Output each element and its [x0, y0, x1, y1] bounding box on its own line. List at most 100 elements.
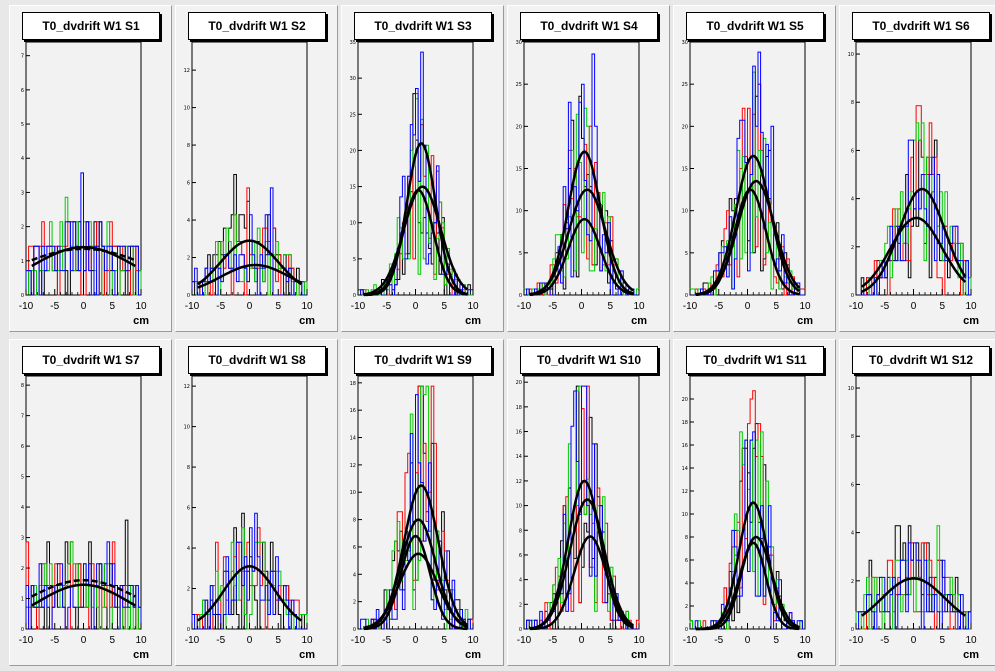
histogram-pad-4: 0 5 10 15 20 25 30 -10 -5 0 5 10 T0_dvdrift W1 S4 cm	[507, 5, 670, 332]
x-tick-label: 10	[965, 301, 977, 312]
histogram-plot: 0 5 10 15 20 25 30 -10 -5 0 5 10	[682, 40, 811, 312]
x-tick-label: -5	[548, 301, 557, 312]
y-tick-label: 18	[516, 405, 522, 411]
x-axis-label: cm	[299, 315, 315, 327]
y-tick-label: 8	[685, 535, 688, 541]
y-tick-label: 2	[187, 587, 190, 593]
gaussian-fit-curve	[31, 245, 136, 268]
gaussian-fit-curve	[861, 577, 966, 617]
histogram-plot: 0 5 10 15 20 25 30 -10 -5 0 5 10	[516, 40, 645, 312]
histogram-title: T0_dvdrift W1 S2	[188, 12, 326, 40]
x-tick-label: -10	[351, 301, 366, 312]
x-tick-label: 0	[911, 301, 917, 312]
x-tick-label: -10	[849, 301, 864, 312]
y-tick-label: 25	[516, 82, 522, 88]
y-tick-label: 4	[21, 156, 24, 162]
x-tick-label: -5	[216, 635, 225, 646]
histogram-pad-5: 0 5 10 15 20 25 30 -10 -5 0 5 10 T0_dvdrift W1 S5 cm	[673, 5, 836, 332]
y-tick-label: 0	[21, 293, 24, 299]
y-tick-label: 12	[682, 489, 688, 495]
gaussian-fit-curve	[695, 188, 800, 297]
y-tick-label: 16	[350, 408, 356, 414]
y-tick-label: 10	[848, 52, 854, 58]
gaussian-fit-curve	[31, 247, 136, 262]
y-tick-label: 30	[682, 40, 688, 46]
y-tick-label: 2	[21, 566, 24, 572]
x-tick-label: -10	[683, 301, 698, 312]
y-tick-label: 6	[187, 181, 190, 187]
y-tick-label: 8	[851, 434, 854, 440]
y-tick-label: 1	[21, 259, 24, 265]
gaussian-fit-curve	[363, 534, 468, 631]
x-tick-label: 0	[911, 635, 917, 646]
y-tick-label: 4	[21, 505, 24, 511]
x-axis-label: cm	[133, 649, 149, 661]
y-tick-label: 0	[353, 627, 356, 633]
histogram-series-4	[358, 394, 473, 630]
histogram-plot: 0 2 4 6 8 10 -10 -5 0 5 10	[848, 41, 977, 312]
y-tick-label: 14	[682, 466, 688, 472]
x-tick-label: 10	[135, 301, 147, 312]
gaussian-fit-curve	[31, 583, 136, 607]
x-tick-label: 10	[633, 301, 645, 312]
x-tick-label: -10	[19, 635, 34, 646]
x-tick-label: 5	[109, 635, 115, 646]
histogram-plot: 0 2 4 6 8 10 12 -10 -5 0 5 10	[184, 375, 313, 646]
x-tick-label: 10	[633, 635, 645, 646]
histogram-title: T0_dvdrift W1 S3	[354, 12, 492, 40]
y-tick-label: 10	[848, 386, 854, 392]
y-tick-label: 6	[519, 553, 522, 559]
gaussian-fit-curve	[529, 188, 634, 296]
x-tick-label: 5	[607, 301, 613, 312]
y-tick-label: 1	[21, 597, 24, 603]
y-tick-label: 2	[519, 602, 522, 608]
histogram-pad-9: 0 2 4 6 8 10 12 14 16 18 -10 -5 0 5 10 T0_dvdrift W1 S9…	[341, 339, 504, 666]
y-tick-label: 7	[21, 414, 24, 420]
histogram-title: T0_dvdrift W1 S10	[520, 346, 658, 374]
y-tick-label: 14	[516, 454, 522, 460]
x-tick-label: 0	[247, 635, 253, 646]
y-tick-label: 35	[350, 40, 356, 46]
x-tick-label: 5	[939, 301, 945, 312]
x-tick-label: 10	[135, 635, 147, 646]
y-tick-label: 0	[519, 627, 522, 633]
x-axis-label: cm	[133, 315, 149, 327]
y-tick-label: 6	[353, 545, 356, 551]
y-tick-label: 8	[187, 465, 190, 471]
x-tick-label: 10	[301, 635, 313, 646]
x-tick-label: -10	[185, 635, 200, 646]
y-tick-label: 8	[519, 528, 522, 534]
histogram-pad-3: 0 5 10 15 20 25 30 35 -10 -5 0 5 10 T0_dvdrift W1 S3 c…	[341, 5, 504, 332]
y-tick-label: 2	[851, 245, 854, 251]
x-tick-label: -5	[50, 635, 59, 646]
histogram-series-4	[358, 51, 474, 296]
y-tick-label: 18	[350, 381, 356, 387]
y-tick-label: 4	[353, 572, 356, 578]
x-tick-label: -10	[351, 635, 366, 646]
x-tick-label: 5	[441, 635, 447, 646]
y-tick-label: 6	[851, 482, 854, 488]
y-tick-label: 5	[21, 122, 24, 128]
y-tick-label: 6	[21, 444, 24, 450]
histogram-pad-1: 0 1 2 3 4 5 6 7 -10 -5 0 5 10 T0_dvdrift W1 S1 cm	[9, 5, 172, 332]
y-tick-label: 0	[685, 293, 688, 299]
gaussian-fit-curve	[363, 552, 468, 630]
x-axis-label: cm	[963, 649, 979, 661]
y-tick-label: 0	[851, 293, 854, 299]
y-tick-label: 10	[516, 209, 522, 215]
gaussian-fit-curve	[861, 187, 967, 293]
x-axis-label: cm	[963, 315, 979, 327]
y-tick-label: 8	[187, 143, 190, 149]
y-tick-label: 2	[685, 604, 688, 610]
gaussian-fit-curve	[529, 217, 634, 297]
x-tick-label: 0	[579, 301, 585, 312]
y-tick-label: 6	[187, 506, 190, 512]
x-tick-label: -5	[548, 635, 557, 646]
x-axis-label: cm	[631, 649, 647, 661]
histogram-plot: 0 2 4 6 8 10 12 14 16 18 20 -10 -5 0 5 10	[516, 375, 645, 646]
histogram-title: T0_dvdrift W1 S6	[852, 12, 990, 40]
y-tick-label: 2	[187, 256, 190, 262]
y-tick-label: 0	[353, 293, 356, 299]
x-tick-label: -5	[714, 301, 723, 312]
